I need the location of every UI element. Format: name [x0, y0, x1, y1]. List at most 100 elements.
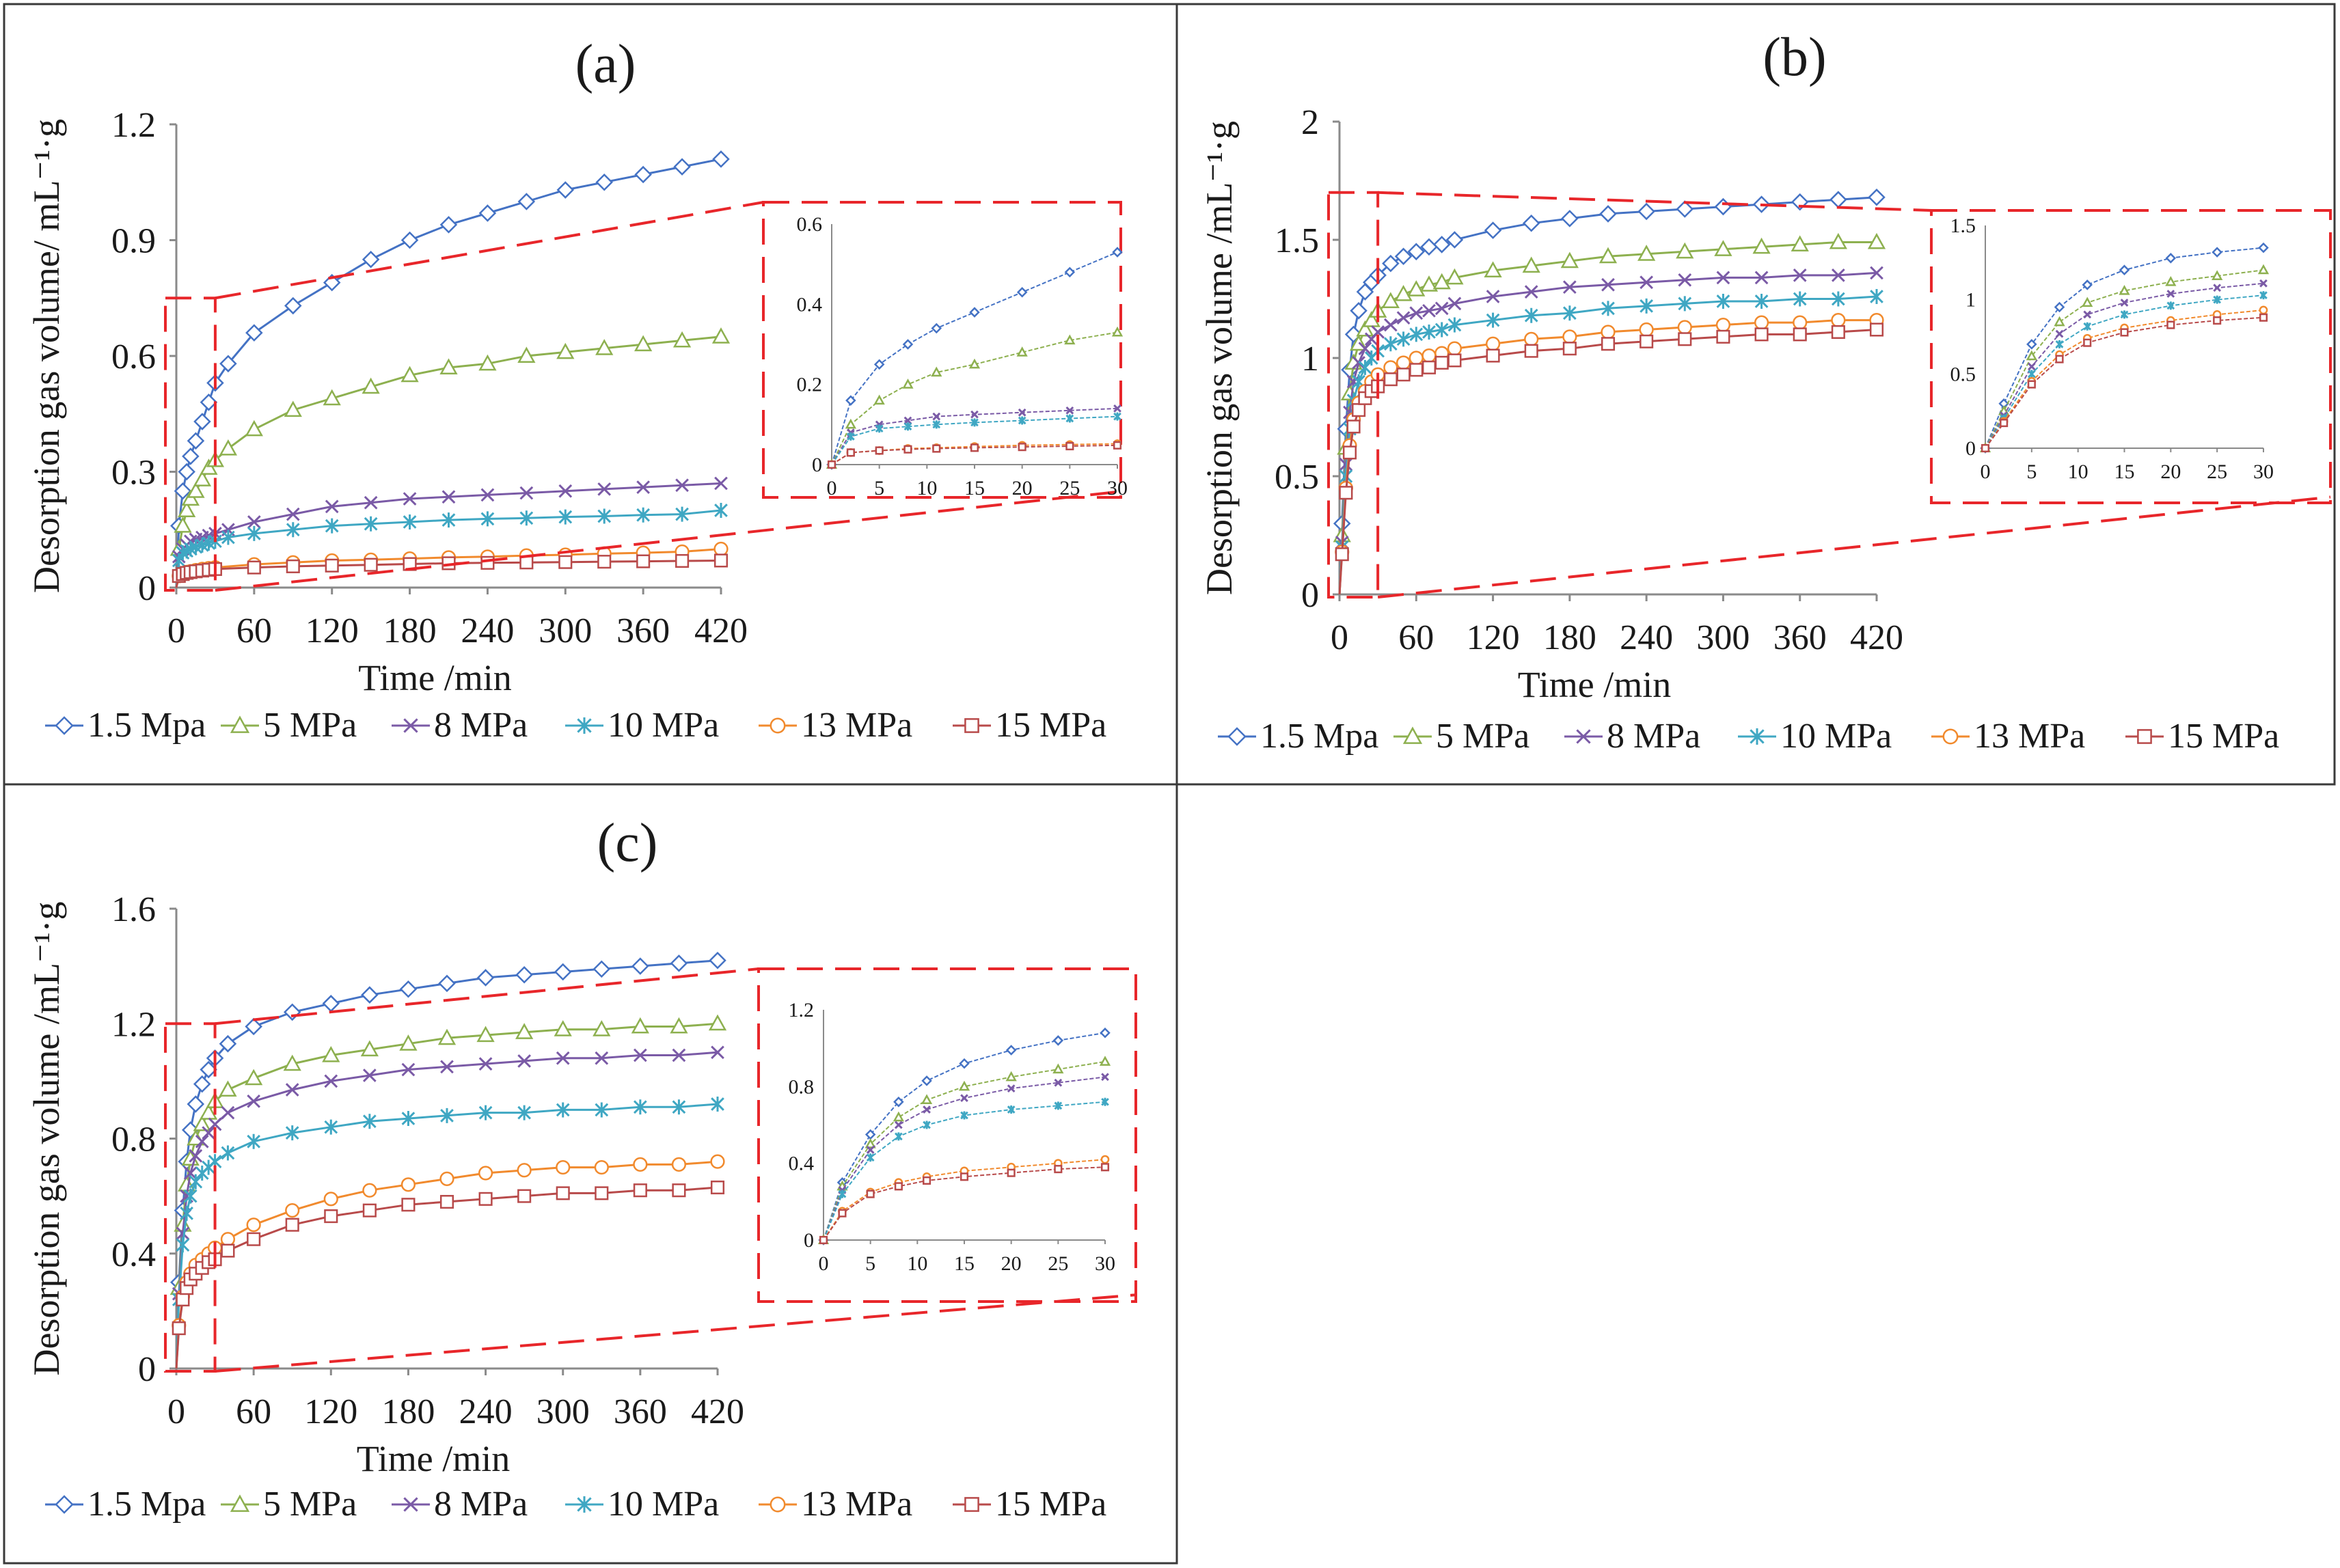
legend: 1.5 Mpa 5 MPa 8 MPa 10 MPa 13 MPa 15 MPa [1218, 717, 2279, 756]
inset-data-point [2259, 305, 2268, 315]
data-point [634, 335, 653, 352]
zoom-connector-top [1378, 191, 1932, 212]
data-point [178, 463, 195, 481]
x-tick-label: 300 [1696, 618, 1750, 657]
data-point [633, 1157, 648, 1172]
data-point [636, 507, 651, 523]
data-point [595, 1102, 609, 1118]
data-point [556, 1186, 570, 1200]
inset-data-point [902, 339, 914, 350]
inset-y-tick-label: 0.2 [797, 374, 823, 396]
x-tick-label: 180 [383, 611, 437, 650]
data-point [1447, 317, 1462, 333]
data-point [1352, 403, 1366, 417]
x-tick-label: 120 [1467, 618, 1520, 657]
inset-x-tick-label: 25 [1059, 477, 1080, 499]
data-point [362, 1114, 377, 1129]
inset-data-point [969, 307, 980, 318]
data-point [517, 346, 536, 363]
inset-data-point [903, 422, 912, 431]
legend-marker [230, 715, 250, 733]
data-point [400, 231, 419, 249]
data-point [284, 297, 302, 315]
data-point [1637, 245, 1656, 261]
x-tick-label: 300 [536, 1392, 590, 1431]
x-tick-label: 240 [459, 1392, 513, 1431]
data-point [176, 1293, 190, 1307]
inset-data-point [1064, 334, 1076, 345]
inset-data-point [1100, 1155, 1110, 1164]
inset-data-point [1054, 1078, 1063, 1087]
data-point [1793, 327, 1807, 342]
x-tick-label: 60 [236, 1392, 271, 1431]
legend-marker [964, 1497, 979, 1512]
data-point [200, 1060, 217, 1079]
data-point [283, 1054, 301, 1071]
data-point [1829, 191, 1847, 208]
inset-data-point [845, 418, 856, 429]
data-point [1396, 311, 1411, 325]
series-5-mpa [169, 1014, 727, 1369]
data-point [439, 1171, 454, 1186]
inset-data-point [1005, 1045, 1017, 1056]
inset-data-point [1005, 1071, 1017, 1082]
data-point [517, 193, 536, 210]
data-point [403, 492, 417, 506]
data-point [1677, 320, 1692, 335]
data-point [478, 1105, 493, 1120]
data-point [709, 951, 726, 969]
y-tick-label: 1.2 [111, 106, 156, 145]
inset-y-tick-label: 0 [1965, 437, 1976, 460]
inset-data-point [895, 1132, 903, 1141]
x-tick-label: 360 [616, 611, 670, 650]
inset-data-point [2082, 279, 2093, 290]
inset-data-point [960, 1111, 968, 1120]
legend-label: 1.5 Mpa [1260, 717, 1378, 756]
inset-data-point [2055, 329, 2064, 338]
data-point [480, 511, 495, 527]
data-point [286, 559, 300, 573]
data-point [1640, 334, 1654, 348]
inset-x-tick-label: 20 [1001, 1252, 1022, 1275]
data-point [672, 1183, 686, 1198]
data-point [1754, 293, 1769, 309]
inset-series-line [823, 1076, 1106, 1241]
panel-frame [1175, 3, 2336, 786]
data-point [672, 331, 692, 348]
inset-y-tick-label: 0 [812, 454, 822, 476]
data-point [219, 1034, 237, 1053]
data-point [174, 482, 192, 500]
data-point [556, 1051, 570, 1065]
data-point [1383, 372, 1398, 387]
y-tick-label: 0.6 [111, 338, 156, 376]
inset-x-tick-label: 20 [1012, 477, 1033, 499]
data-point [245, 1017, 262, 1036]
inset-data-point [923, 1105, 931, 1114]
data-point [187, 432, 205, 450]
inset-y-tick-label: 0 [804, 1229, 814, 1252]
data-point [556, 181, 575, 199]
data-point [437, 1028, 457, 1045]
y-tick-label: 1.6 [111, 890, 156, 929]
legend: 1.5 Mpa 5 MPa 8 MPa 10 MPa 13 MPa 15 MPa [45, 706, 1106, 745]
data-point [673, 158, 691, 176]
legend-item: 10 MPa [565, 706, 719, 745]
data-point [202, 1159, 216, 1175]
data-point [1870, 266, 1883, 280]
data-point [325, 518, 339, 534]
y-tick-label: 0 [138, 1350, 156, 1389]
data-point [672, 1048, 686, 1062]
data-point [1445, 231, 1464, 249]
data-point [1522, 215, 1540, 232]
legend-marker [403, 718, 418, 733]
inset-x-tick-label: 5 [874, 477, 884, 499]
data-point [283, 1003, 301, 1021]
data-point [285, 1125, 299, 1141]
data-point [189, 1174, 203, 1189]
data-point [1409, 327, 1424, 342]
data-point [713, 553, 729, 568]
inset-data-point [2000, 419, 2009, 428]
data-point [1562, 342, 1577, 356]
data-point [1868, 188, 1886, 206]
data-point [178, 501, 196, 518]
